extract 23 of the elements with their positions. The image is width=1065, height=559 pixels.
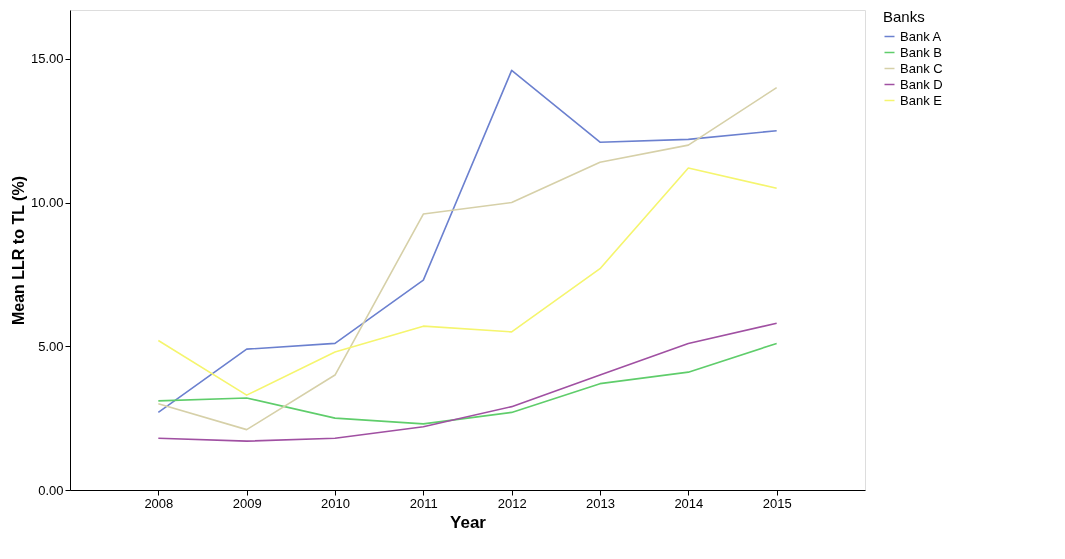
x-tick-label: 2010	[321, 495, 350, 511]
legend-label: Bank B	[900, 44, 942, 60]
legend-title: Banks	[883, 8, 925, 25]
legend-label: Bank A	[900, 28, 942, 44]
line-series	[157, 167, 778, 396]
line-series	[157, 322, 778, 442]
x-tick-label: 2014	[674, 495, 704, 511]
x-tick-label: 2013	[586, 495, 615, 511]
y-tick-label: 15.00	[30, 51, 64, 67]
y-tick-label: 10.00	[30, 195, 64, 211]
y-tick-label: 0.00	[38, 482, 64, 498]
legend-label: Bank D	[900, 76, 943, 92]
y-tick-label: 5.00	[38, 338, 64, 354]
x-tick-label: 2012	[497, 495, 527, 511]
y-axis-title: Mean LLR to TL (%)	[9, 175, 27, 326]
x-tick-label: 2008	[144, 495, 174, 511]
x-axis-title: Year	[450, 512, 487, 532]
legend-label: Bank E	[900, 92, 943, 108]
x-tick-label: 2015	[762, 495, 792, 511]
x-tick-label: 2011	[409, 495, 438, 511]
legend-label: Bank C	[900, 60, 943, 76]
line-series	[157, 342, 778, 425]
x-tick-label: 2009	[232, 495, 262, 511]
